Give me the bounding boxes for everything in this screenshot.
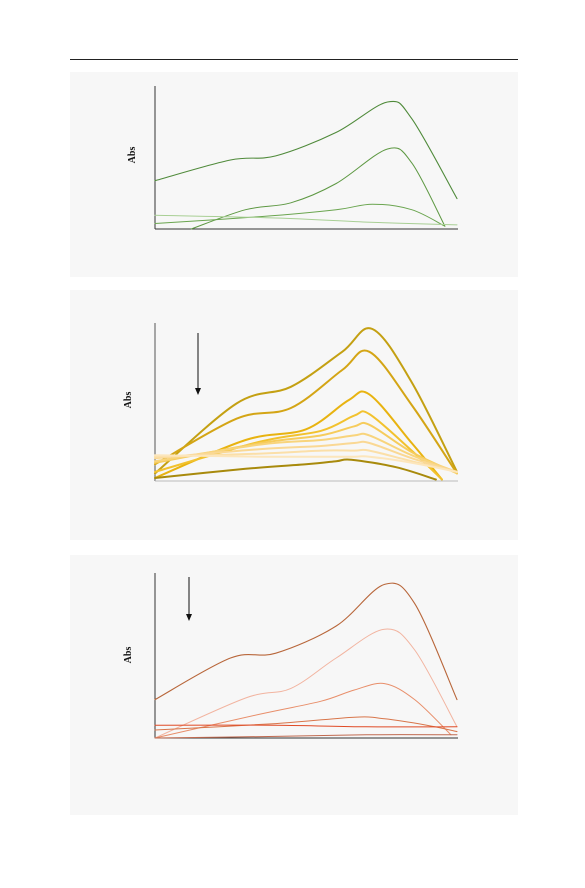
series-line-6 — [154, 432, 458, 473]
series-line-1 — [154, 100, 458, 200]
series-group — [154, 100, 458, 230]
series-line-7 — [154, 440, 458, 473]
chart-panel-3: Abs — [123, 573, 458, 739]
y-axis-label: Abs — [123, 392, 134, 409]
chart-panel-2: Abs — [123, 323, 458, 482]
series-line-3 — [154, 682, 452, 739]
series-line-5 — [154, 724, 458, 728]
y-axis-label: Abs — [123, 647, 134, 664]
series-group — [154, 582, 458, 739]
series-line-3 — [154, 390, 443, 481]
panel-2-background — [70, 290, 518, 540]
series-line-6 — [154, 734, 458, 739]
trend-arrow — [186, 577, 192, 621]
series-group — [154, 327, 458, 481]
series-line-10 — [154, 458, 437, 481]
series-line-2 — [190, 147, 446, 230]
page-header-rule — [70, 59, 518, 60]
y-axis-label: Abs — [127, 147, 138, 164]
trend-arrow — [195, 333, 201, 395]
series-line-5 — [154, 421, 458, 475]
series-line-4 — [154, 716, 458, 733]
panel-3-background — [70, 555, 518, 815]
series-line-1 — [154, 582, 458, 701]
series-line-3 — [154, 203, 446, 227]
series-line-9 — [154, 454, 458, 473]
series-line-8 — [154, 448, 458, 473]
series-line-2 — [154, 628, 458, 739]
chart-panel-1: Abs — [127, 86, 458, 230]
series-line-2 — [154, 349, 458, 475]
series-line-1 — [154, 327, 458, 475]
series-line-4 — [154, 410, 443, 481]
series-line-4 — [154, 214, 458, 226]
